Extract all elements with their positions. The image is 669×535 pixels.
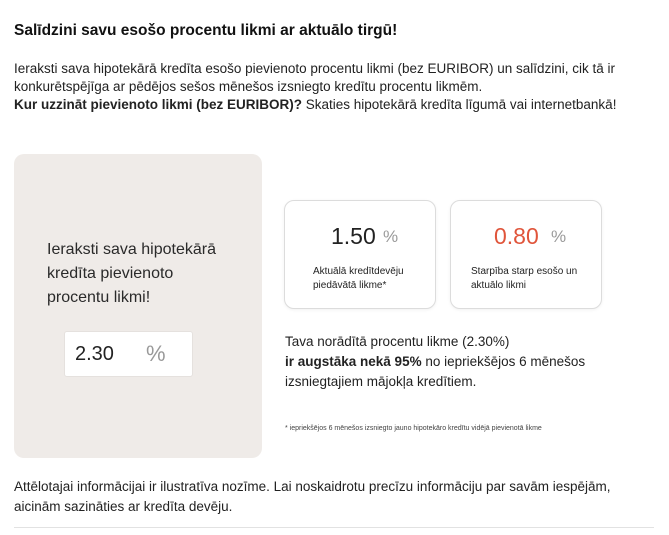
comparison-result: Tava norādītā procentu likme (2.30%) ir … [285, 332, 625, 392]
intro-paragraph: Ieraksti sava hipotekārā kredīta esošo p… [14, 61, 616, 94]
rate-difference-caption: Starpība starp esošo un aktuālo likmi [471, 266, 578, 291]
disclaimer: Attēlotajai informācijai ir ilustratīva … [14, 479, 611, 514]
rate-input-label: Ieraksti sava hipotekārā kredīta pievien… [47, 241, 216, 306]
result-rest: no iepriekšējos 6 mēnešos izsniegtajiem … [285, 354, 586, 389]
rate-difference-value: 0.80 [494, 223, 539, 249]
intro-hint: Kur uzzināt pievienoto likmi (bez EURIBO… [14, 96, 654, 114]
percent-unit: % [383, 227, 399, 246]
rate-input-panel [14, 154, 262, 458]
result-emphasis: ir augstāka nekā 95% [285, 354, 422, 369]
footnote: * iepriekšējos 6 mēnešos izsniegto jauno… [285, 425, 542, 432]
market-rate-card: 1.50 % Aktuālā kredītdevēju piedāvātā li… [284, 200, 436, 309]
page-title: Salīdzini savu esošo procentu likmi ar a… [14, 22, 398, 39]
divider [14, 527, 654, 528]
intro-question: Kur uzzināt pievienoto likmi (bez EURIBO… [14, 97, 303, 112]
market-rate-caption: Aktuālā kredītdevēju piedāvātā likme* [313, 266, 404, 291]
percent-unit: % [146, 341, 166, 366]
result-line: Tava norādītā procentu likme (2.30%) [285, 334, 510, 349]
percent-unit: % [551, 227, 567, 246]
rate-difference-card: 0.80 % Starpība starp esošo un aktuālo l… [450, 200, 602, 309]
intro-text: Ieraksti sava hipotekārā kredīta esošo p… [14, 60, 654, 114]
market-rate-value: 1.50 [331, 223, 376, 249]
rate-input-field[interactable]: 2.30 % [64, 331, 193, 377]
rate-input-value[interactable]: 2.30 [75, 343, 114, 365]
intro-answer: Skaties hipotekārā kredīta līgumā vai in… [302, 97, 617, 112]
